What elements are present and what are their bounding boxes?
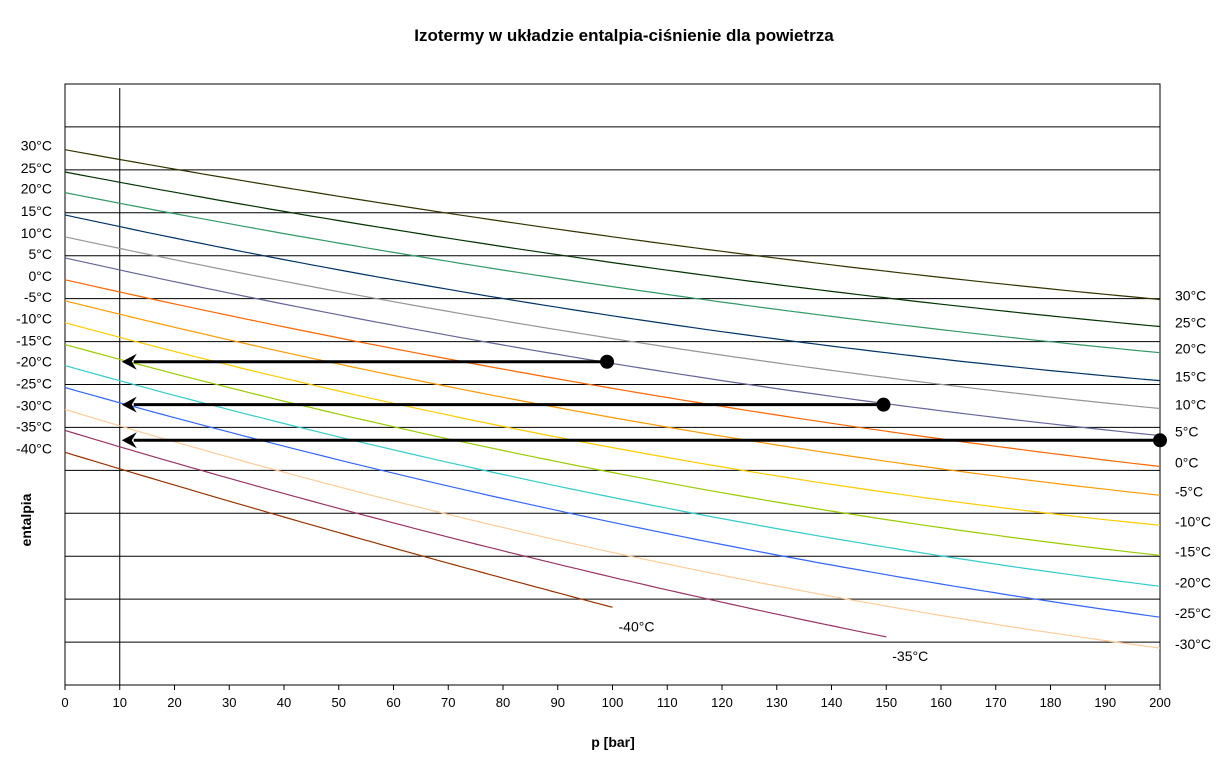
isotherm-label-left: 30°C — [21, 138, 52, 154]
arrow-head-icon — [121, 396, 137, 413]
isotherm-line — [64, 386, 1161, 618]
isotherm-line — [64, 408, 1161, 649]
x-tick-label: 140 — [821, 695, 843, 710]
x-tick-label: 130 — [766, 695, 788, 710]
isotherm-label-right: -15°C — [1175, 543, 1211, 559]
x-tick-label: 60 — [386, 695, 400, 710]
isotherm-label-left: -15°C — [16, 333, 52, 349]
isotherm-line — [64, 149, 1161, 301]
isotherm-label-right: 15°C — [1175, 369, 1206, 385]
isotherm-line — [64, 171, 1161, 328]
x-tick-label: 200 — [1149, 695, 1171, 710]
x-tick-label: 120 — [711, 695, 733, 710]
labels-group: 30°C 30°C 25°C 25°C 20°C 20°C 15°C 15°C 10°C 10°C… — [16, 138, 1211, 664]
isotherm-line — [64, 344, 1161, 556]
isotherm-label-left: 0°C — [29, 268, 53, 284]
isotherm-label-right: 0°C — [1175, 454, 1199, 470]
isotherm-label-left: -25°C — [16, 376, 52, 392]
isotherm-label-right: -10°C — [1175, 513, 1211, 529]
isotherm-label-left: -5°C — [24, 289, 52, 305]
isotherm-label-left: 10°C — [21, 225, 52, 241]
isotherm-label-left: 20°C — [21, 181, 52, 197]
x-tick-label: 20 — [167, 695, 181, 710]
isotherm-label-left: -30°C — [16, 397, 52, 413]
isotherm-line — [64, 192, 1161, 354]
isotherm-line — [64, 279, 1161, 468]
x-tick-label: 190 — [1094, 695, 1116, 710]
x-tick-label: 10 — [113, 695, 127, 710]
isotherm-line — [64, 257, 1161, 437]
isotherm-label-right: -30°C — [1175, 636, 1211, 652]
start-point-marker — [600, 354, 615, 369]
x-tick-label: 150 — [875, 695, 897, 710]
isotherm-label-left: 15°C — [21, 203, 52, 219]
isotherm-label-left: 5°C — [29, 246, 53, 262]
arrows-group — [121, 353, 1167, 449]
y-axis-label: entalpia — [18, 493, 34, 546]
chart-title: Izotermy w układzie entalpia-ciśnienie d… — [414, 26, 834, 45]
x-tick-label: 80 — [496, 695, 510, 710]
grid-lines — [64, 83, 1161, 686]
isotherm-line — [64, 300, 1161, 496]
isotherm-label-end: -40°C — [619, 618, 655, 634]
arrow-head-icon — [121, 353, 137, 370]
isotherm-line — [64, 429, 887, 638]
isotherm-label-left: 25°C — [21, 160, 52, 176]
x-tick-label: 30 — [222, 695, 236, 710]
x-tick-label: 180 — [1040, 695, 1062, 710]
series-group — [64, 149, 1161, 649]
arrow-head-icon — [121, 432, 137, 449]
isotherm-line — [64, 236, 1161, 410]
x-tick-label: 110 — [657, 695, 678, 710]
x-tick-label: 0 — [61, 695, 68, 710]
start-point-marker — [1153, 433, 1167, 448]
x-tick-label: 40 — [277, 695, 291, 710]
isotherm-label-right: -20°C — [1175, 574, 1211, 590]
isotherm-label-right: -25°C — [1175, 605, 1211, 621]
isotherm-label-left: -35°C — [16, 418, 52, 434]
x-tick-label: 170 — [985, 695, 1007, 710]
isotherm-label-right: 30°C — [1175, 288, 1206, 304]
isotherm-label-left: -40°C — [16, 440, 52, 456]
isotherm-label-right: -5°C — [1175, 483, 1203, 499]
x-tick-label: 90 — [551, 695, 565, 710]
isotherm-label-right: 20°C — [1175, 341, 1206, 357]
isotherm-label-right: 25°C — [1175, 315, 1206, 331]
start-point-marker — [876, 397, 891, 412]
x-tick-label: 50 — [332, 695, 346, 710]
isotherm-label-right: 10°C — [1175, 397, 1206, 413]
isotherm-label-end: -35°C — [892, 648, 928, 664]
isotherm-line — [64, 214, 1161, 382]
isotherm-line — [64, 451, 613, 608]
isotherm-label-right: 5°C — [1175, 424, 1199, 440]
x-axis: 0 10 20 30 40 50 60 70 80 90 100 110 120 130 140 150 160… — [61, 685, 1171, 710]
x-tick-label: 100 — [602, 695, 624, 710]
x-tick-label: 70 — [441, 695, 455, 710]
isotherm-line — [64, 322, 1161, 526]
x-tick-label: 160 — [930, 695, 952, 710]
isotherm-line — [64, 365, 1161, 587]
x-axis-label: p [bar] — [591, 734, 635, 750]
isotherm-label-left: -20°C — [16, 354, 52, 370]
isotherm-label-left: -10°C — [16, 311, 52, 327]
